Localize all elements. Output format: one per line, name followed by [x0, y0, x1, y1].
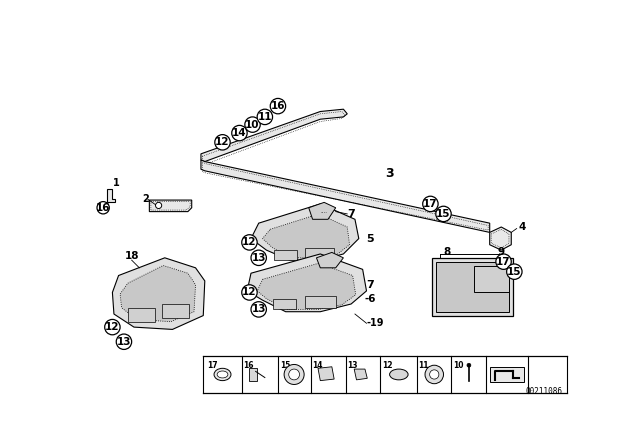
Polygon shape: [490, 367, 524, 382]
Circle shape: [245, 117, 260, 132]
Text: 12: 12: [242, 237, 257, 247]
Text: 12: 12: [215, 137, 230, 147]
Circle shape: [436, 206, 451, 222]
Polygon shape: [262, 214, 349, 258]
Text: 7: 7: [348, 209, 355, 219]
Polygon shape: [120, 266, 196, 322]
Circle shape: [105, 319, 120, 335]
Text: 17: 17: [423, 199, 438, 209]
Circle shape: [97, 202, 109, 214]
Polygon shape: [305, 248, 334, 258]
Circle shape: [284, 365, 304, 384]
Ellipse shape: [217, 371, 228, 378]
Polygon shape: [163, 304, 189, 318]
Text: 2: 2: [142, 194, 149, 203]
Polygon shape: [305, 296, 336, 308]
Text: 13: 13: [116, 337, 131, 347]
Text: 14: 14: [232, 128, 247, 138]
Circle shape: [251, 250, 266, 266]
Text: 16: 16: [96, 203, 111, 213]
Ellipse shape: [390, 369, 408, 380]
Text: 13: 13: [252, 304, 266, 314]
Text: -6: -6: [365, 293, 376, 304]
Text: 10: 10: [452, 361, 463, 370]
Polygon shape: [274, 250, 297, 260]
Polygon shape: [436, 262, 509, 312]
Polygon shape: [247, 254, 367, 312]
Polygon shape: [318, 367, 334, 381]
Text: 1: 1: [113, 178, 120, 188]
Polygon shape: [107, 189, 115, 202]
Circle shape: [467, 363, 471, 367]
Text: 14: 14: [312, 361, 323, 370]
Circle shape: [289, 369, 300, 380]
Text: 5: 5: [367, 233, 374, 244]
Ellipse shape: [214, 368, 231, 381]
Circle shape: [429, 370, 439, 379]
Text: 4: 4: [518, 222, 525, 232]
Polygon shape: [432, 258, 513, 315]
Text: 18: 18: [124, 251, 139, 261]
Text: 10: 10: [245, 120, 260, 129]
Polygon shape: [308, 202, 336, 220]
Polygon shape: [149, 200, 192, 211]
Text: 17: 17: [207, 361, 218, 370]
Polygon shape: [257, 263, 356, 310]
Text: 17: 17: [496, 257, 511, 267]
Circle shape: [242, 235, 257, 250]
Circle shape: [425, 365, 444, 383]
Circle shape: [257, 109, 273, 125]
Circle shape: [251, 302, 266, 317]
Polygon shape: [201, 109, 348, 162]
Circle shape: [215, 134, 230, 150]
Polygon shape: [354, 369, 367, 380]
Text: -19: -19: [367, 318, 384, 328]
Text: 7: 7: [367, 280, 374, 290]
Polygon shape: [201, 160, 490, 233]
Polygon shape: [113, 258, 205, 329]
Text: ....: ....: [321, 209, 328, 214]
Text: 11: 11: [418, 361, 429, 370]
Polygon shape: [128, 308, 155, 322]
Circle shape: [507, 264, 522, 280]
Text: 15: 15: [436, 209, 451, 219]
Text: 11: 11: [258, 112, 272, 122]
Polygon shape: [251, 204, 359, 260]
Text: 8: 8: [444, 247, 451, 258]
Circle shape: [242, 285, 257, 300]
Circle shape: [156, 202, 162, 208]
Circle shape: [116, 334, 132, 349]
Polygon shape: [250, 368, 257, 381]
Polygon shape: [474, 266, 509, 293]
Circle shape: [422, 196, 438, 211]
Polygon shape: [316, 252, 344, 268]
Text: 15: 15: [280, 361, 291, 370]
Text: 12: 12: [382, 361, 392, 370]
Polygon shape: [273, 299, 296, 310]
Text: 16: 16: [243, 361, 254, 370]
Circle shape: [270, 99, 285, 114]
Circle shape: [232, 125, 247, 141]
Circle shape: [496, 254, 511, 269]
Text: 16: 16: [271, 101, 285, 111]
Polygon shape: [490, 227, 511, 250]
Text: 13: 13: [252, 253, 266, 263]
Text: 3: 3: [385, 167, 394, 180]
Text: 00211086: 00211086: [526, 388, 563, 396]
Text: 9: 9: [498, 247, 505, 258]
Text: 15: 15: [507, 267, 522, 277]
Text: 13: 13: [348, 361, 358, 370]
Text: 12: 12: [105, 322, 120, 332]
Text: 12: 12: [242, 288, 257, 297]
